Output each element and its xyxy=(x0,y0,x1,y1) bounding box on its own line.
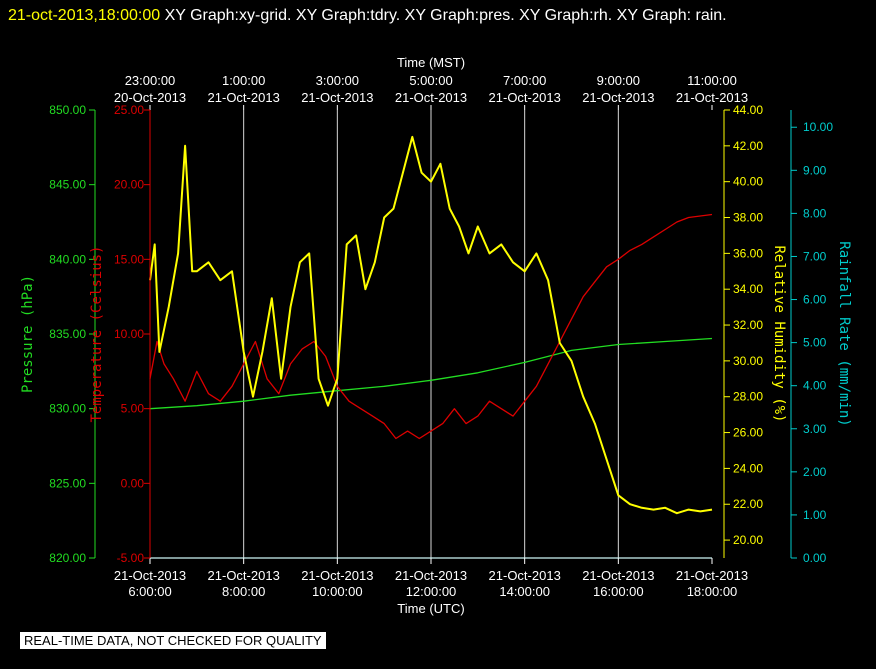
top-tick-date: 21-Oct-2013 xyxy=(676,90,748,105)
x-tick-time: 16:00:00 xyxy=(593,584,644,599)
humidity-tick-label: 36.00 xyxy=(733,246,763,260)
humidity-tick-label: 26.00 xyxy=(733,426,763,440)
grid xyxy=(243,110,619,558)
rain-tick-label: 7.00 xyxy=(803,249,827,263)
pressure-tick-label: 820.00 xyxy=(49,551,86,565)
pressure-tick-label: 840.00 xyxy=(49,252,86,266)
temperature-tick-label: 0.00 xyxy=(121,476,145,490)
graph-list: XY Graph:xy-grid. XY Graph:tdry. XY Grap… xyxy=(164,7,727,24)
temperature-tick-label: 20.00 xyxy=(114,178,144,192)
timestamp: 21-oct-2013,18:00:00 xyxy=(8,7,161,24)
top-tick-date: 21-Oct-2013 xyxy=(395,90,467,105)
x-tick-date: 21-Oct-2013 xyxy=(582,568,654,583)
x-tick-date: 21-Oct-2013 xyxy=(114,568,186,583)
humidity-tick-label: 38.00 xyxy=(733,211,763,225)
top-tick-time: 9:00:00 xyxy=(597,73,640,88)
temperature-tick-label: 5.00 xyxy=(121,402,145,416)
x-tick-time: 18:00:00 xyxy=(687,584,738,599)
rain-tick-label: 0.00 xyxy=(803,551,827,565)
x-tick-date: 21-Oct-2013 xyxy=(208,568,280,583)
graph-title: 21-oct-2013,18:00:00 XY Graph:xy-grid. X… xyxy=(8,3,868,29)
top-tick-date: 21-Oct-2013 xyxy=(582,90,654,105)
temperature-axis-title: Temperature (Celsius) xyxy=(89,245,105,422)
temperature-tick-label: -5.00 xyxy=(117,551,145,565)
series-tdry xyxy=(149,213,713,440)
pressure-tick-label: 835.00 xyxy=(49,327,86,341)
top-tick-date: 20-Oct-2013 xyxy=(114,90,186,105)
top-tick-time: 11:00:00 xyxy=(687,73,737,88)
top-tick-time: 23:00:00 xyxy=(125,73,176,88)
top-tick-time: 5:00:00 xyxy=(409,73,452,88)
humidity-tick-label: 42.00 xyxy=(733,139,763,153)
axes: 21-Oct-20136:00:0023:00:0020-Oct-201321-… xyxy=(20,55,852,616)
humidity-tick-label: 32.00 xyxy=(733,318,763,332)
temperature-tick-label: 15.00 xyxy=(114,252,144,266)
humidity-tick-label: 22.00 xyxy=(733,497,763,511)
pressure-tick-label: 845.00 xyxy=(49,178,86,192)
top-tick-date: 21-Oct-2013 xyxy=(489,90,561,105)
pressure-axis-title: Pressure (hPa) xyxy=(20,275,36,393)
pressure-tick-label: 825.00 xyxy=(49,476,86,490)
series-pres xyxy=(149,337,713,410)
top-axis-label: Time (MST) xyxy=(397,55,465,70)
top-tick-date: 21-Oct-2013 xyxy=(208,90,280,105)
top-tick-time: 7:00:00 xyxy=(503,73,546,88)
humidity-tick-label: 20.00 xyxy=(733,533,763,547)
rain-tick-label: 10.00 xyxy=(803,120,833,134)
humidity-tick-label: 34.00 xyxy=(733,282,763,296)
humidity-axis-title: Relative Humidity (%) xyxy=(771,245,787,422)
humidity-tick-label: 44.00 xyxy=(733,103,763,117)
top-tick-time: 1:00:00 xyxy=(222,73,265,88)
temperature-tick-label: 10.00 xyxy=(114,327,144,341)
rain-tick-label: 8.00 xyxy=(803,206,827,220)
rain-tick-label: 1.00 xyxy=(803,508,827,522)
x-tick-date: 21-Oct-2013 xyxy=(676,568,748,583)
x-tick-time: 6:00:00 xyxy=(128,584,171,599)
rain-axis-title: Rainfall Rate (mm/min) xyxy=(836,241,852,426)
humidity-tick-label: 40.00 xyxy=(733,175,763,189)
rain-tick-label: 2.00 xyxy=(803,465,827,479)
quality-disclaimer: REAL-TIME DATA, NOT CHECKED FOR QUALITY xyxy=(20,632,326,649)
rain-tick-label: 6.00 xyxy=(803,293,827,307)
rain-tick-label: 9.00 xyxy=(803,163,827,177)
x-axis-label: Time (UTC) xyxy=(397,601,464,616)
x-tick-time: 14:00:00 xyxy=(499,584,550,599)
rain-tick-label: 4.00 xyxy=(803,379,827,393)
top-tick-date: 21-Oct-2013 xyxy=(301,90,373,105)
x-tick-time: 10:00:00 xyxy=(312,584,363,599)
humidity-tick-label: 24.00 xyxy=(733,461,763,475)
pressure-tick-label: 830.00 xyxy=(49,402,86,416)
x-tick-date: 21-Oct-2013 xyxy=(489,568,561,583)
top-tick-time: 3:00:00 xyxy=(316,73,359,88)
x-tick-time: 8:00:00 xyxy=(222,584,265,599)
pressure-tick-label: 850.00 xyxy=(49,103,86,117)
x-tick-date: 21-Oct-2013 xyxy=(301,568,373,583)
x-tick-time: 12:00:00 xyxy=(406,584,457,599)
rain-tick-label: 3.00 xyxy=(803,422,827,436)
humidity-tick-label: 28.00 xyxy=(733,390,763,404)
x-tick-date: 21-Oct-2013 xyxy=(395,568,467,583)
rain-tick-label: 5.00 xyxy=(803,336,827,350)
series-rh xyxy=(149,135,713,515)
humidity-tick-label: 30.00 xyxy=(733,354,763,368)
temperature-tick-label: 25.00 xyxy=(114,103,144,117)
